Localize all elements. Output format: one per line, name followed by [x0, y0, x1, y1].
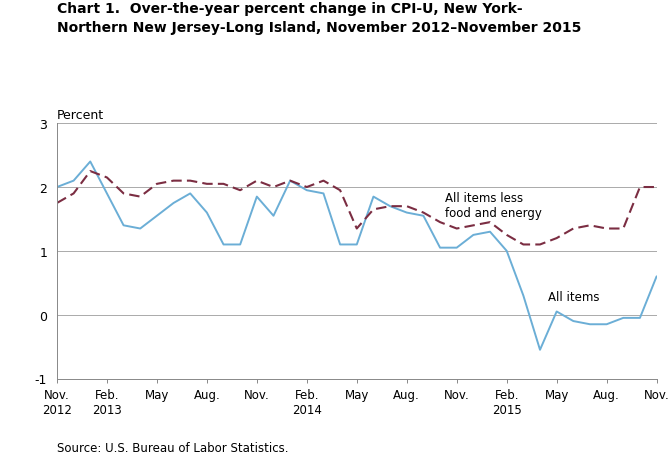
Text: Chart 1.  Over-the-year percent change in CPI-U, New York-: Chart 1. Over-the-year percent change in…: [57, 2, 523, 16]
Text: Source: U.S. Bureau of Labor Statistics.: Source: U.S. Bureau of Labor Statistics.: [57, 442, 289, 454]
Text: Northern New Jersey-Long Island, November 2012–November 2015: Northern New Jersey-Long Island, Novembe…: [57, 21, 582, 34]
Text: All items: All items: [548, 291, 600, 304]
Text: Percent: Percent: [57, 109, 104, 122]
Text: All items less
food and energy: All items less food and energy: [445, 191, 542, 219]
